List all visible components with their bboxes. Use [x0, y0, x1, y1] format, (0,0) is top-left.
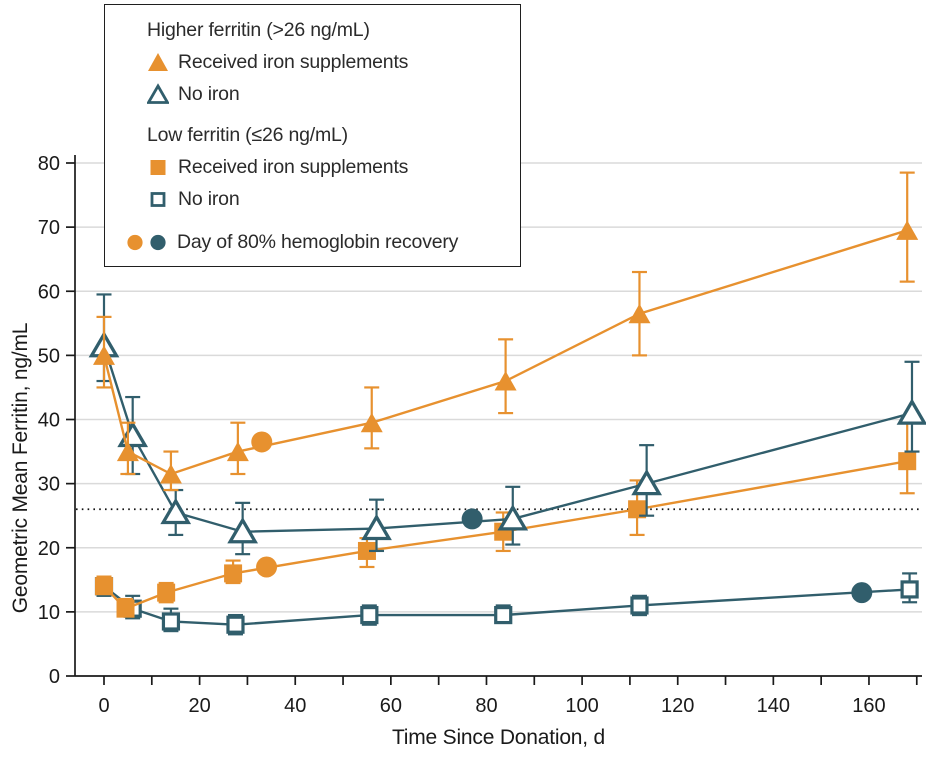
square-open-marker: [226, 615, 245, 634]
triangle-filled-marker: [116, 441, 139, 462]
triangle-open-marker: [117, 420, 149, 448]
recovery-circle-higher-iron: [251, 431, 273, 453]
triangle-open-marker: [896, 398, 926, 425]
legend-item-label: Day of 80% hemoglobin recovery: [177, 230, 459, 253]
triangle-filled-orange-icon: [148, 53, 168, 71]
legend-group-title-low-ferritin: Low ferritin (≤26 ng/mL): [147, 123, 348, 146]
square-filled-marker: [116, 599, 135, 618]
triangle-open-marker: [227, 516, 259, 544]
square-open-marker: [360, 605, 379, 625]
legend: Higher ferritin (>26 ng/mL) Received iro…: [104, 4, 521, 267]
legend-item-higher-noiron: No iron: [147, 78, 514, 110]
legend-item-label: Received iron supplements: [178, 50, 409, 73]
axes: 0 10 20 30 40 50 60 70 80 0 20 40 60 80 100 120 140 160: [38, 153, 922, 717]
series-higher-iron: [93, 171, 919, 492]
x-axis-title: Time Since Donation, d: [391, 726, 606, 749]
y-tick-label: 80: [38, 153, 60, 175]
circle-orange-icon: [127, 234, 143, 251]
square-filled-marker: [157, 583, 176, 602]
legend-item-recovery: Day of 80% hemoglobin recovery: [125, 226, 514, 258]
recovery-points: [251, 431, 873, 604]
circle-teal-icon: [150, 234, 166, 251]
triangle-open-marker: [361, 513, 392, 541]
x-tick-label: 160: [852, 695, 885, 717]
triangle-filled-marker: [360, 412, 383, 433]
series-low-noiron: [94, 572, 919, 636]
triangle-open-teal-icon: [147, 83, 169, 104]
y-tick-label: 70: [38, 217, 60, 239]
y-tick-label: 0: [49, 666, 60, 688]
square-filled-orange-icon: [150, 160, 166, 175]
legend-item-label: No iron: [178, 187, 240, 210]
legend-group-title-higher-ferritin: Higher ferritin (>26 ng/mL): [147, 18, 370, 41]
triangle-filled-marker: [226, 441, 249, 462]
x-tick-label: 60: [380, 695, 402, 717]
triangle-open-marker: [160, 497, 192, 525]
square-filled-marker: [628, 500, 647, 519]
series-low-iron: [95, 421, 917, 618]
triangle-filled-marker: [159, 464, 182, 484]
x-tick-label: 140: [757, 695, 790, 717]
x-tick-label: 0: [98, 695, 109, 717]
recovery-circle-higher-noiron: [461, 508, 483, 530]
triangle-filled-marker: [494, 371, 517, 391]
square-filled-marker: [224, 564, 243, 583]
x-tick-label: 40: [284, 695, 306, 717]
y-tick-label: 30: [38, 474, 60, 496]
x-tick-label: 80: [475, 695, 497, 717]
square-open-teal-icon: [150, 192, 166, 207]
square-filled-marker: [95, 577, 113, 596]
square-filled-marker: [357, 541, 376, 560]
triangle-filled-marker: [628, 303, 651, 324]
triangle-open-marker: [497, 504, 529, 531]
recovery-circle-low-iron: [256, 556, 278, 578]
y-tick-label: 20: [38, 538, 60, 560]
triangle-filled-marker: [896, 220, 919, 240]
recovery-circle-low-noiron: [851, 582, 873, 604]
y-axis-title: Geometric Mean Ferritin, ng/mL: [9, 322, 32, 614]
legend-item-low-noiron: No iron: [147, 183, 514, 215]
square-open-marker: [630, 596, 649, 615]
x-tick-label: 100: [565, 695, 598, 717]
triangle-filled-marker: [93, 345, 115, 365]
square-open-marker: [494, 605, 513, 625]
legend-item-label: No iron: [178, 82, 240, 105]
legend-item-low-iron: Received iron supplements: [147, 151, 514, 183]
legend-item-label: Received iron supplements: [178, 155, 409, 178]
y-tick-label: 10: [38, 602, 60, 624]
y-tick-label: 50: [38, 345, 60, 367]
y-tick-label: 60: [38, 281, 60, 303]
triangle-open-marker: [631, 468, 663, 496]
y-tick-label: 40: [38, 410, 60, 432]
x-tick-label: 20: [188, 695, 210, 717]
square-open-marker: [161, 612, 181, 631]
legend-item-higher-iron: Received iron supplements: [147, 46, 514, 78]
x-tick-label: 120: [661, 695, 694, 717]
series-line: [102, 345, 913, 533]
square-filled-marker: [898, 452, 917, 471]
series-higher-noiron: [88, 293, 926, 556]
square-open-marker: [900, 580, 919, 599]
